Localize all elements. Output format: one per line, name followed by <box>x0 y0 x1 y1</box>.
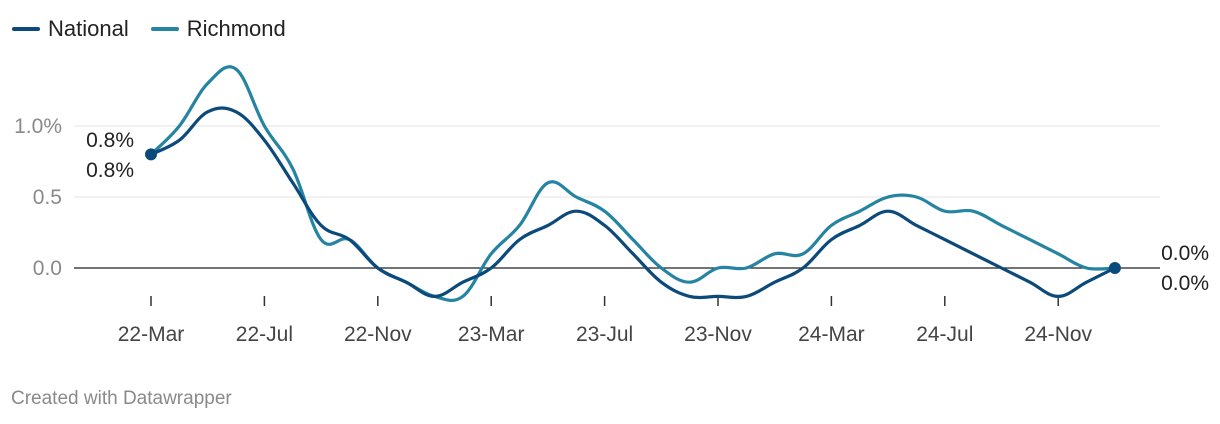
y-tick-label: 0.0 <box>33 257 62 280</box>
legend-swatch-national <box>12 27 40 31</box>
legend: National Richmond <box>12 16 286 42</box>
legend-item-richmond[interactable]: Richmond <box>150 16 286 42</box>
start-label-national: 0.8% <box>86 129 134 152</box>
series-line-national[interactable] <box>149 106 1117 300</box>
x-tick-label: 24-Mar <box>798 323 865 346</box>
legend-item-national[interactable]: National <box>12 16 129 42</box>
x-tick-label: 24-Jul <box>916 323 973 346</box>
legend-label-national: National <box>48 16 129 41</box>
y-tick-label: 0.5 <box>33 186 62 209</box>
legend-swatch-richmond <box>150 27 179 31</box>
series-line-richmond[interactable] <box>149 65 1117 303</box>
end-label-richmond: 0.0% <box>1161 272 1209 295</box>
x-tick-label: 23-Mar <box>458 323 525 346</box>
end-point-marker[interactable] <box>1108 262 1121 274</box>
end-label-national: 0.0% <box>1161 242 1209 265</box>
y-tick-label: 1.0% <box>14 115 62 138</box>
legend-label-richmond: Richmond <box>186 16 286 41</box>
datawrapper-credit[interactable]: Created with Datawrapper <box>11 388 232 409</box>
x-tick-label: 22-Nov <box>344 323 412 346</box>
x-tick-label: 24-Nov <box>1024 323 1092 346</box>
x-tick-label: 22-Mar <box>118 323 185 346</box>
x-tick-label: 23-Nov <box>684 323 752 346</box>
x-tick-label: 23-Jul <box>576 323 633 346</box>
x-tick-label: 22-Jul <box>236 323 293 346</box>
start-label-richmond: 0.8% <box>86 159 134 182</box>
start-point-marker[interactable] <box>145 148 157 161</box>
